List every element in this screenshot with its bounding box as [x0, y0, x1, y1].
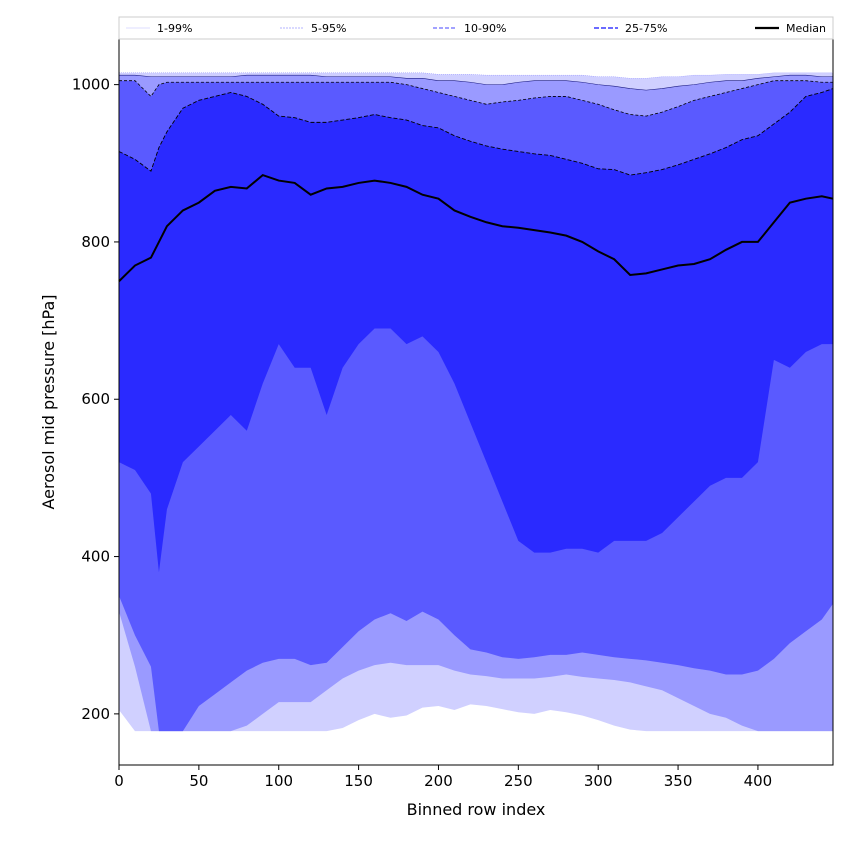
y-tick-label: 400	[81, 548, 110, 566]
x-tick-label: 100	[264, 772, 293, 790]
x-tick-label: 200	[424, 772, 453, 790]
legend-label: 25-75%	[625, 22, 667, 35]
x-tick-label: 300	[584, 772, 613, 790]
line-75	[118, 88, 834, 176]
legend-label: 1-99%	[157, 22, 192, 35]
line-median	[118, 173, 834, 282]
legend-label: 5-95%	[311, 22, 346, 35]
legend-label: Median	[786, 22, 826, 35]
x-tick-label: 350	[664, 772, 693, 790]
x-axis-label: Binned row index	[407, 800, 546, 819]
y-axis-ticks: 200 400 600 800 1000	[72, 76, 119, 723]
y-tick-label: 800	[81, 233, 110, 251]
percentile-lines	[118, 72, 834, 282]
band-25-75	[119, 88, 833, 573]
percentile-bands	[119, 72, 833, 732]
line-95	[119, 74, 833, 91]
y-tick-label: 200	[81, 705, 110, 723]
legend-box	[118, 16, 834, 40]
x-axis-ticks: 0 50 100 150 200 250 300 350 400	[114, 765, 772, 790]
x-tick-label: 0	[114, 772, 124, 790]
x-tick-label: 150	[344, 772, 373, 790]
legend: 1-99% 5-95% 10-90% 25-75% Median	[118, 16, 834, 40]
line-99	[119, 72, 833, 79]
x-tick-label: 250	[504, 772, 533, 790]
y-tick-label: 1000	[72, 76, 110, 94]
y-axis-label: Aerosol mid pressure [hPa]	[39, 294, 58, 509]
y-tick-label: 600	[81, 390, 110, 408]
x-tick-label: 50	[189, 772, 208, 790]
x-tick-label: 400	[744, 772, 773, 790]
legend-label: 10-90%	[464, 22, 506, 35]
line-90	[119, 80, 833, 117]
